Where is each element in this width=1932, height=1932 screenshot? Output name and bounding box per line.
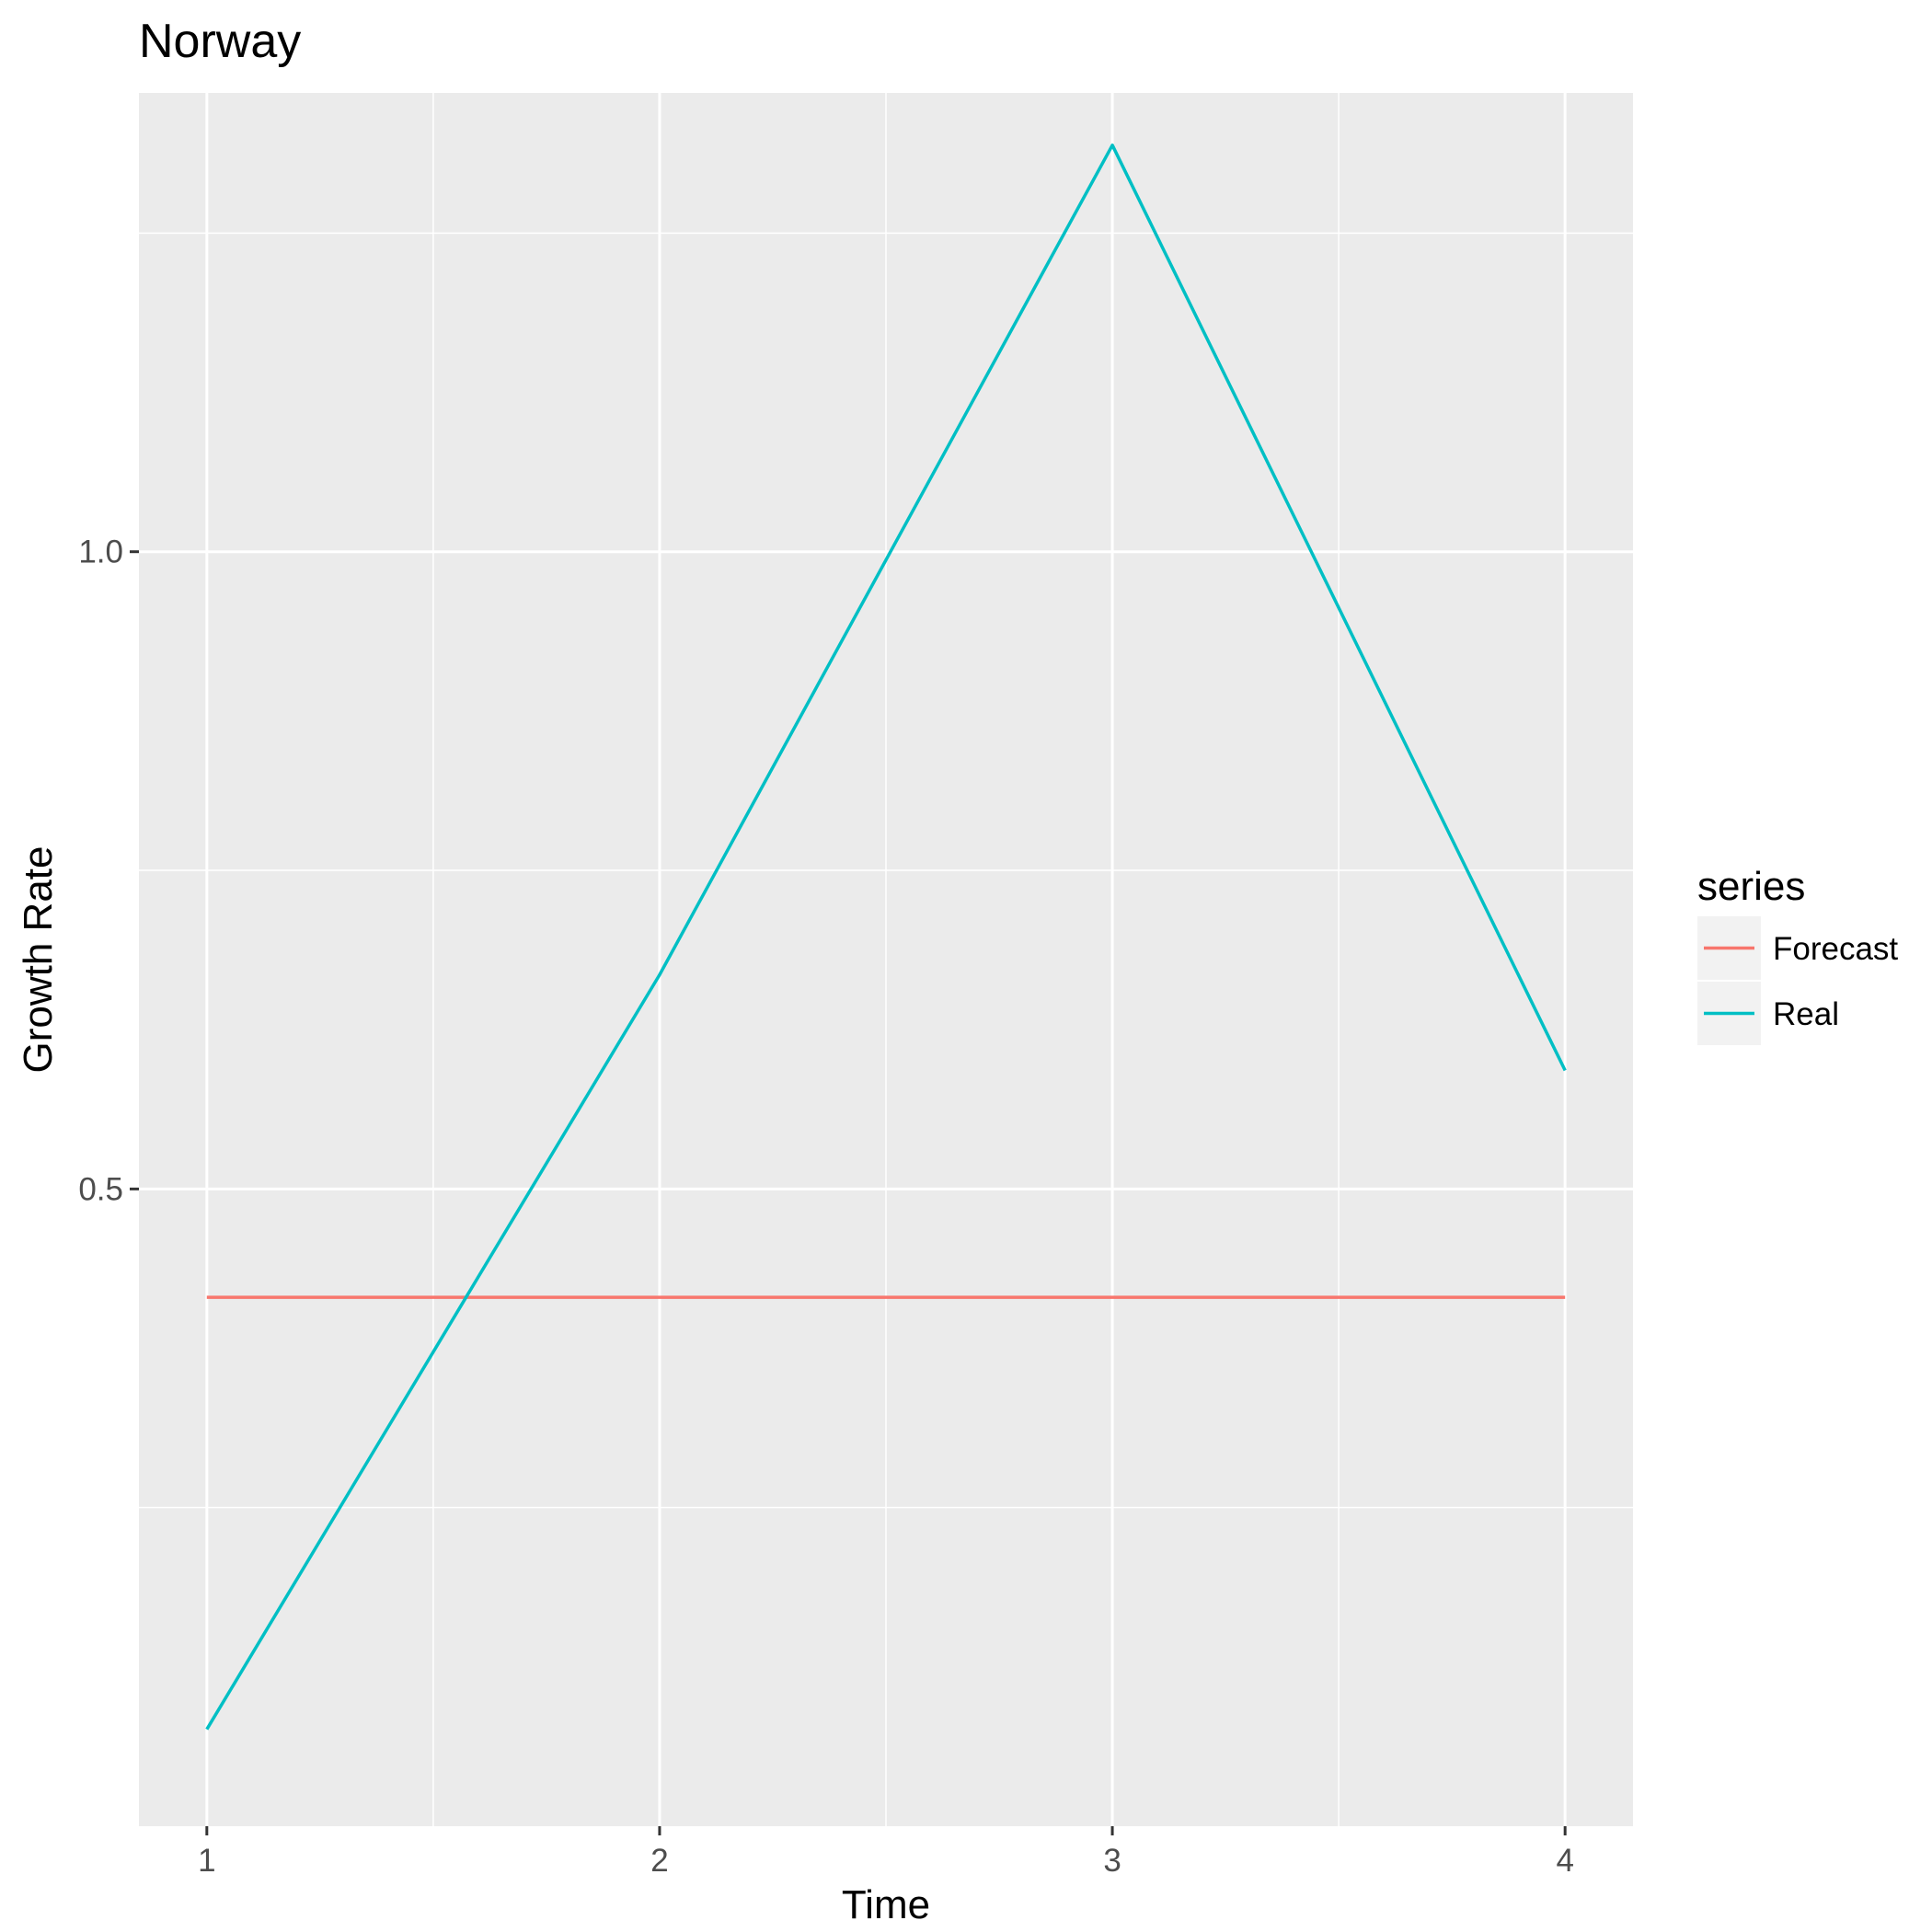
legend: series Forecast Real	[1697, 864, 1898, 1045]
minor-gridlines	[139, 93, 1633, 1826]
major-gridlines	[139, 93, 1633, 1826]
y-axis: 0.5 1.0	[78, 535, 139, 1207]
x-tick-label: 3	[1103, 1843, 1121, 1879]
series-lines	[205, 144, 1567, 1731]
x-axis: 1 2 3 4	[198, 1826, 1574, 1879]
x-tick-label: 4	[1556, 1843, 1573, 1879]
series-line-real	[205, 144, 1567, 1731]
legend-label-real: Real	[1773, 996, 1839, 1032]
legend-label-forecast: Forecast	[1773, 931, 1898, 967]
x-tick-label: 2	[650, 1843, 668, 1879]
y-tick-label: 0.5	[78, 1171, 123, 1207]
legend-title: series	[1697, 864, 1805, 909]
x-axis-title: Time	[842, 1882, 930, 1927]
x-tick-label: 1	[198, 1843, 215, 1879]
chart-title: Norway	[139, 15, 301, 68]
y-tick-label: 1.0	[78, 535, 123, 570]
y-axis-title: Growth Rate	[16, 846, 61, 1074]
